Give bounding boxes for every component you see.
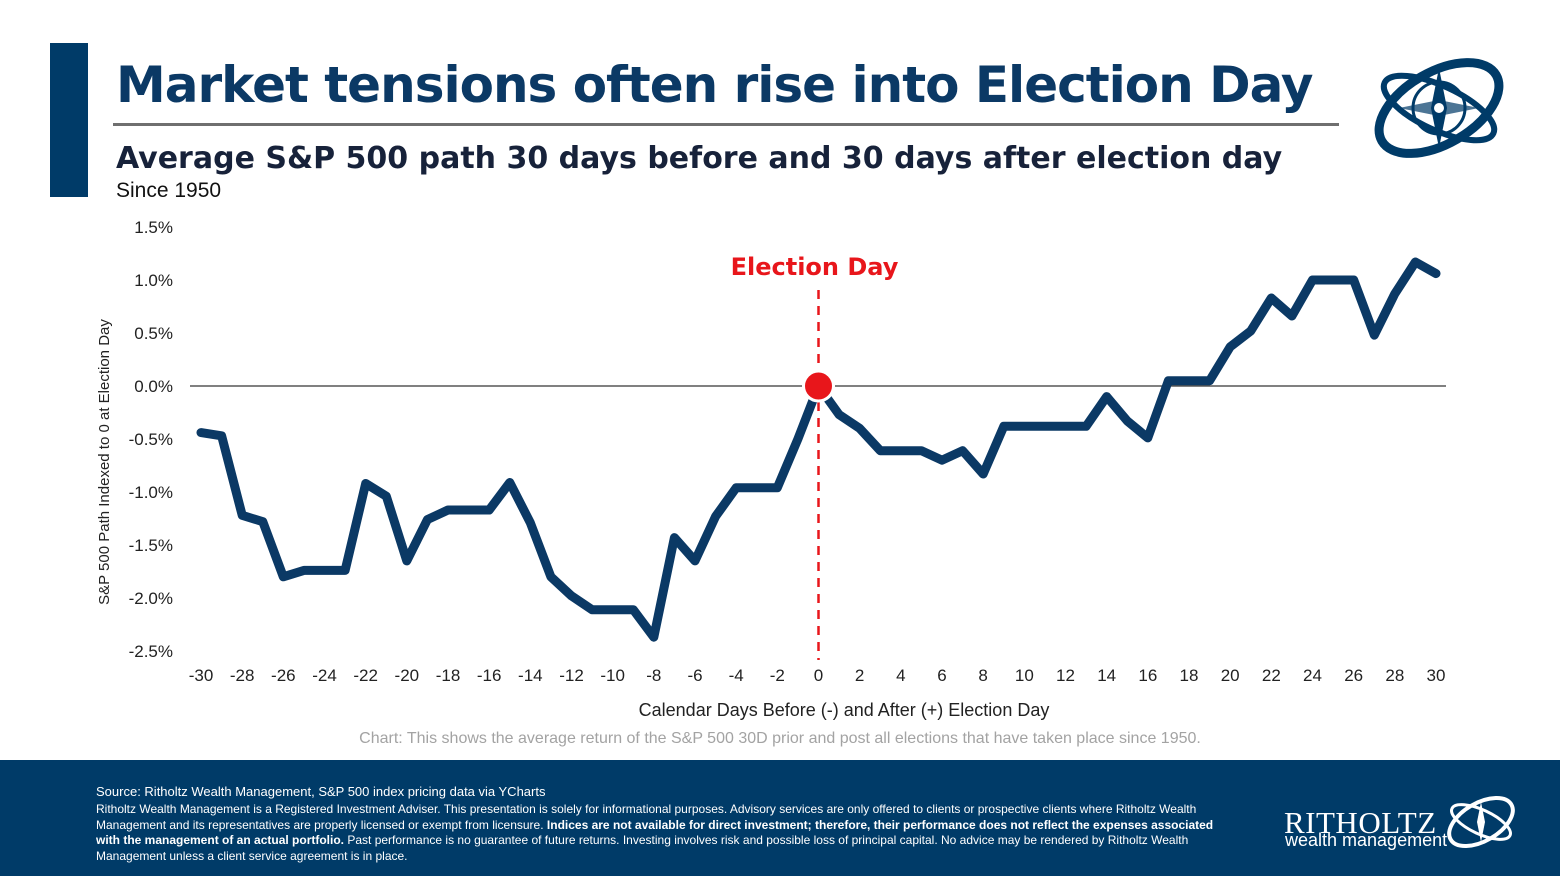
sp500-election-chart: S&P 500 Path Indexed to 0 at Election Da… <box>96 218 1446 720</box>
title-divider <box>113 123 1339 126</box>
x-tick-label: -8 <box>646 666 661 685</box>
footer-disclaimer: Ritholtz Wealth Management is a Register… <box>96 802 1226 864</box>
x-tick-label: 8 <box>978 666 987 685</box>
y-axis-label: S&P 500 Path Indexed to 0 at Election Da… <box>96 319 113 605</box>
x-tick-label: -24 <box>312 666 337 685</box>
disclaimer-text-bold: Indices are not available for direct inv… <box>96 817 1214 848</box>
x-tick-label: 10 <box>1015 666 1034 685</box>
x-tick-label: 28 <box>1385 666 1404 685</box>
x-tick-label: 24 <box>1303 666 1322 685</box>
x-tick-label: -12 <box>559 666 584 685</box>
title-accent-bar <box>50 43 88 197</box>
y-tick-label: -0.5% <box>129 430 173 449</box>
y-tick-label: 0.0% <box>134 377 173 396</box>
disclaimer-text-1: Ritholtz Wealth Management is a Register… <box>96 802 1197 832</box>
x-tick-label: -26 <box>271 666 296 685</box>
footer-source: Source: Ritholtz Wealth Management, S&P … <box>96 784 546 799</box>
chart-caption: Chart: This shows the average return of … <box>359 730 1201 747</box>
x-tick-label: 26 <box>1344 666 1363 685</box>
brand-subtitle: wealth management <box>1285 830 1448 850</box>
x-tick-label: -30 <box>189 666 214 685</box>
y-tick-label: 1.0% <box>134 271 173 290</box>
x-tick-label: -4 <box>729 666 744 685</box>
x-tick-label: 20 <box>1221 666 1240 685</box>
brand-name: RITHOLTZ <box>1284 805 1437 840</box>
page-title: Market tensions often rise into Election… <box>116 56 1313 114</box>
chart-since-label: Since 1950 <box>116 179 222 202</box>
x-tick-label: -20 <box>395 666 420 685</box>
x-tick-label: 6 <box>937 666 946 685</box>
election-day-point <box>802 369 835 403</box>
x-tick-label: 18 <box>1180 666 1199 685</box>
x-axis-label: Calendar Days Before (-) and After (+) E… <box>639 700 1050 720</box>
x-tick-label: 4 <box>896 666 905 685</box>
x-tick-label: -18 <box>436 666 461 685</box>
ritholtz-footer-logo-icon <box>1447 795 1515 849</box>
chart-subtitle: Average S&P 500 path 30 days before and … <box>116 141 1283 176</box>
y-tick-label: -1.5% <box>129 536 173 555</box>
x-tick-label: -16 <box>477 666 502 685</box>
x-tick-label: 0 <box>814 666 823 685</box>
x-tick-label: 12 <box>1056 666 1075 685</box>
y-tick-label: 1.5% <box>134 218 173 237</box>
x-tick-label: -22 <box>353 666 378 685</box>
x-tick-label: 22 <box>1262 666 1281 685</box>
x-tick-label: 16 <box>1138 666 1157 685</box>
x-tick-label: -6 <box>687 666 702 685</box>
y-tick-label: -2.5% <box>129 642 173 661</box>
y-tick-label: -2.0% <box>129 589 173 608</box>
x-tick-label: 30 <box>1427 666 1446 685</box>
x-tick-label: 14 <box>1097 666 1116 685</box>
election-day-annotation: Election Day <box>731 253 899 281</box>
x-tick-label: -28 <box>230 666 255 685</box>
x-tick-label: -10 <box>600 666 625 685</box>
y-tick-label: -1.0% <box>129 483 173 502</box>
footer-banner: Source: Ritholtz Wealth Management, S&P … <box>0 760 1560 876</box>
disclaimer-text-2: Past performance is no guarantee of futu… <box>96 833 1189 863</box>
ritholtz-compass-logo-icon <box>1374 58 1504 158</box>
x-tick-label: 2 <box>855 666 864 685</box>
x-tick-label: -2 <box>770 666 785 685</box>
y-tick-label: 0.5% <box>134 324 173 343</box>
x-tick-label: -14 <box>518 666 543 685</box>
